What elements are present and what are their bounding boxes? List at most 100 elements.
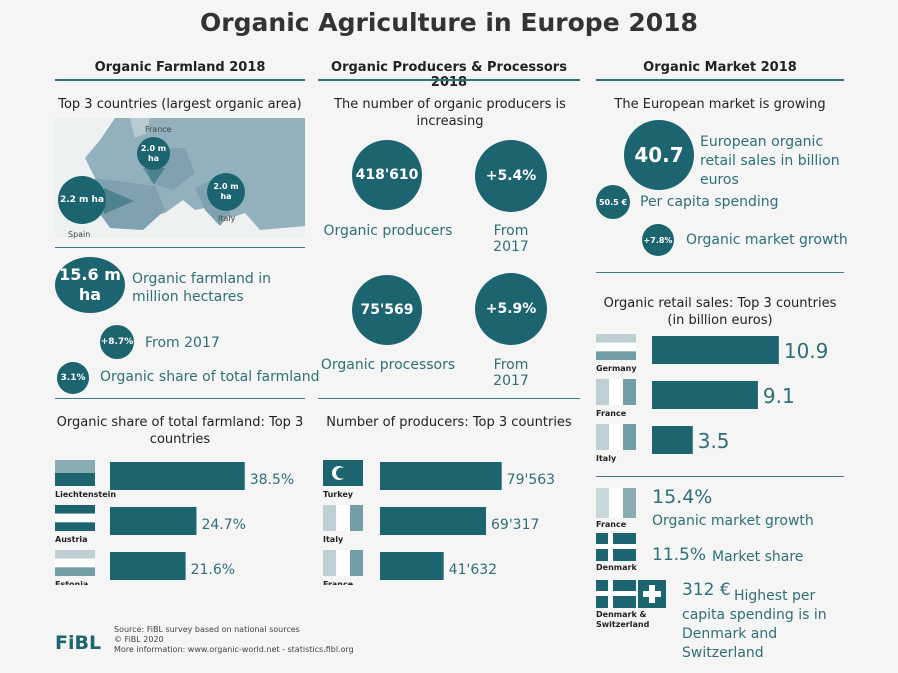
producers-growth-circle: +5.4% [475,140,547,212]
divider [596,476,844,477]
stat2-caption: Market share [712,549,804,565]
bar [652,381,758,409]
producers-chart: Turkey 79'563 Italy 69'317 France 41'632 [323,460,555,585]
divider [318,398,580,399]
footer-copyright: © FiBL 2020 [114,635,164,644]
producers-caption: Organic producers [323,223,453,239]
divider [55,247,305,248]
divider [55,398,305,399]
map-label-france: France [145,125,172,134]
processors-circle: 75'569 [352,275,422,345]
bar [380,552,444,580]
category-label: Liechtenstein [55,490,116,499]
divider [596,79,844,81]
fibl-logo: FiBL [55,632,102,654]
pointer-arrow-icon [104,188,134,214]
data-label: 41'632 [449,562,497,578]
producers-circle: 418'610 [352,140,422,210]
italy-area-circle: 2.0 m ha [207,173,245,211]
map-label-spain: Spain [68,230,91,239]
capita-circle: 50.5 € [596,185,630,219]
processors-growth-caption: From 2017 [493,357,529,389]
stat3-caption: Highest per capita spending is in Denmar… [682,588,827,661]
farmland-total-caption: Organic farmland in million hectares [132,271,272,305]
flag-icon [55,460,95,486]
stat1-caption: Organic market growth [652,513,814,529]
data-label: 9.1 [763,384,795,408]
category-label: France [323,580,354,585]
farmland-heading: Organic Farmland 2018 [94,60,266,75]
flag-icon [596,334,636,360]
stat3-value: 312 € [682,580,731,600]
processors-growth-value: +5.9% [485,301,537,317]
page-title: Organic Agriculture in Europe 2018 [200,8,698,37]
footer-more: More information: www.organic-world.net … [114,645,354,654]
market-heading: Organic Market 2018 [643,60,797,75]
data-label: 10.9 [784,339,829,363]
stat2-value: 11.5% [652,545,707,565]
stat1-country: France [596,520,627,529]
processors-caption: Organic processors [320,357,456,373]
data-label: 38.5% [250,472,294,488]
category-label: Estonia [55,580,88,585]
market-growth-circle: +7.8% [642,224,674,256]
spain-area-circle: 2.2 m ha [58,176,106,224]
category-label: France [596,409,627,418]
producers-growth-caption: From 2017 [493,223,529,255]
footer-source: Source: FiBL survey based on national so… [114,625,300,634]
share-chart: Liechtenstein 38.5% Austria 24.7% Estonia 21.… [55,460,294,585]
capita-caption: Per capita spending [640,194,779,210]
stat2-country: Denmark [596,563,637,572]
producers-growth-value: +5.4% [485,168,537,184]
category-label: Italy [596,454,617,463]
data-label: 24.7% [201,517,245,533]
category-label: Turkey [323,490,354,499]
data-label: 69'317 [491,517,539,533]
flag-icon [596,424,636,450]
share-chart-title: Organic share of total farmland: Top 3 c… [56,415,304,447]
farmland-total-circle: 15.6 m ha [55,257,125,313]
data-label: 3.5 [698,429,730,453]
flag-icon [55,505,95,531]
divider [318,79,580,81]
bar [652,426,693,454]
category-label: Italy [323,535,344,544]
data-label: 21.6% [191,562,235,578]
flag-icon [323,505,363,531]
flag-icon [55,550,95,576]
retail-chart: Germany 10.9 France 9.1 Italy 3.5 [596,334,829,463]
flag-icon [323,550,363,576]
farmland-growth-caption: From 2017 [145,335,220,351]
producers-subtitle: The number of organic producers is incre… [334,97,566,129]
switzerland-flag-icon [638,580,666,608]
bar [110,552,186,580]
flag-icon [596,379,636,405]
retail-caption: European organic retail sales in billion… [700,134,840,188]
processors-growth-circle: +5.9% [475,273,547,345]
farmland-growth-circle: +8.7% [100,325,134,359]
market-subtitle: The European market is growing [614,97,826,112]
producers-heading: Organic Producers & Processors 2018 [331,60,567,90]
bar [380,507,487,535]
category-label: Austria [55,535,88,544]
pointer-arrow-icon [143,168,165,184]
france-area-circle: 2.0 m ha [137,137,170,170]
market-growth-caption: Organic market growth [686,232,848,248]
france-flag-icon [596,488,636,518]
bar [380,462,502,490]
category-label: Germany [596,364,637,373]
map-title: Top 3 countries (largest organic area) [58,97,302,112]
producers-chart-title: Number of producers: Top 3 countries [326,415,572,430]
denmark-flag-icon [596,533,636,561]
denmark-flag-icon [596,580,636,608]
data-label: 79'563 [507,472,555,488]
map-label-italy: Italy [218,214,236,223]
retail-chart-title: Organic retail sales: Top 3 countries (i… [603,296,837,328]
stat1-value: 15.4% [652,486,713,508]
divider [55,79,305,81]
retail-circle: 40.7 [624,120,694,190]
bar [652,336,779,364]
stat3-country: Denmark & Switzerland [596,610,650,629]
bar [110,507,197,535]
divider [596,272,844,273]
